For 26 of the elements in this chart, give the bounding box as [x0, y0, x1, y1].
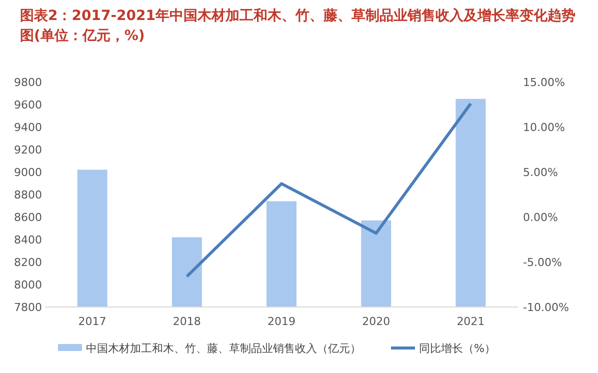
y-tick-label: 9000 — [14, 166, 42, 179]
y-tick-label: 9400 — [14, 121, 42, 134]
y-tick-label: 8000 — [14, 278, 42, 292]
y-tick-label: 9600 — [14, 98, 42, 112]
y2-tick-label: -10.00% — [523, 301, 569, 314]
y-tick-label: 9200 — [14, 144, 42, 156]
chart-title: 图表2：2017-2021年中国木材加工和木、竹、藤、草制品业销售收入及增长率变化趋势图(单位：亿元，%) — [20, 7, 576, 44]
legend-label: 同比增长（%） — [419, 342, 496, 355]
y-tick-label: 9800 — [14, 76, 42, 89]
y2-tick-label: 0.00% — [523, 211, 558, 224]
y-tick-label: 7800 — [14, 301, 42, 314]
y2-tick-label: 5.00% — [523, 166, 558, 179]
y-tick-label: 8800 — [14, 188, 42, 202]
line-series — [185, 102, 472, 278]
x-tick-label: 2021 — [456, 315, 485, 328]
y-tick-label: 8600 — [14, 211, 42, 224]
x-tick-label: 2020 — [362, 315, 390, 328]
legend-label: 中国木材加工和木、竹、藤、草制品业销售收入（亿元） — [86, 342, 361, 355]
y2-tick-label: 10.00% — [523, 121, 565, 134]
x-tick-label: 2019 — [268, 315, 296, 328]
y2-tick-label: -5.00% — [523, 256, 562, 269]
y-tick-label: 8400 — [14, 234, 42, 246]
x-tick-label: 2017 — [78, 315, 106, 328]
y2-tick-label: 15.00% — [523, 76, 565, 89]
x-tick-label: 2018 — [172, 315, 201, 328]
y-tick-label: 8200 — [14, 256, 42, 269]
